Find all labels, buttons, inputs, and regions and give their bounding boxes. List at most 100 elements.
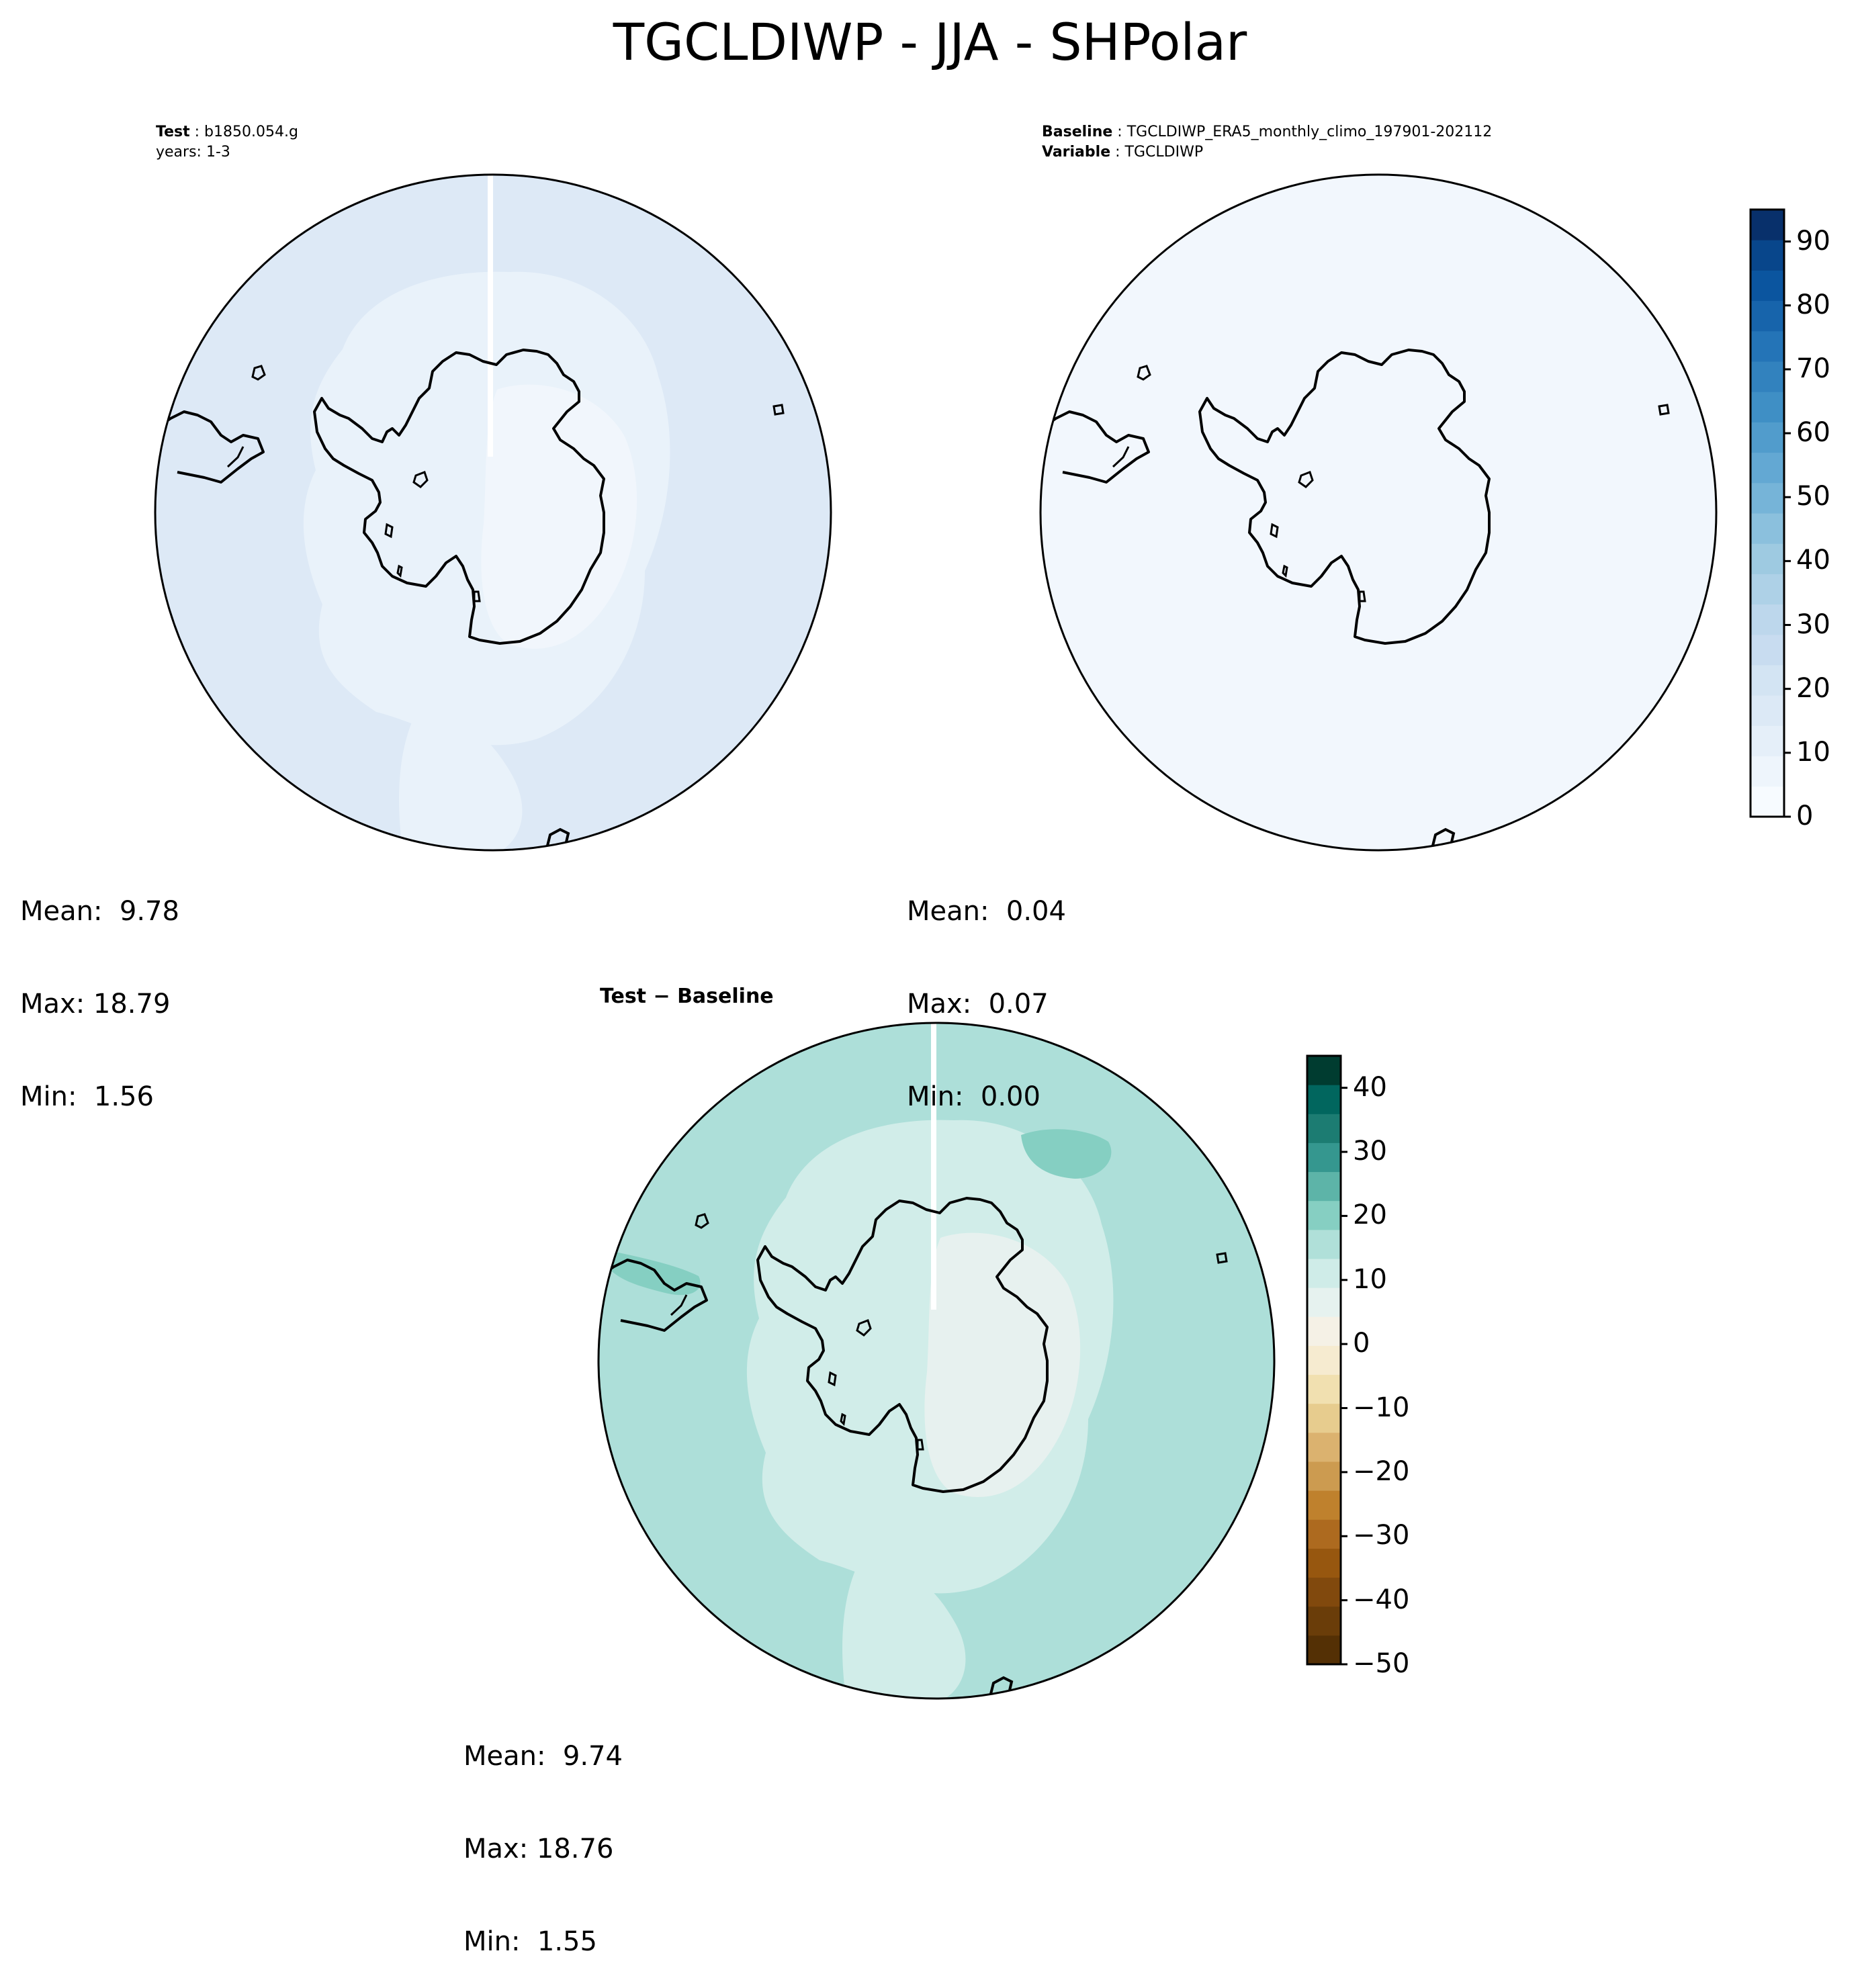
test-case-name: b1850.054.g: [204, 124, 298, 140]
colorbar-tick-label: −30: [1353, 1520, 1410, 1551]
test-panel-header: Test : b1850.054.g years: 1-3: [156, 122, 298, 163]
colorbar-tick-label: −40: [1353, 1584, 1410, 1615]
difference-min: Min: 1.55: [463, 1926, 597, 1957]
difference-map-field: [599, 1023, 1274, 1699]
colorbar-segment: [1307, 1635, 1341, 1665]
variable-name: TGCLDIWP: [1124, 144, 1204, 161]
colorbar-segment: [1307, 1142, 1341, 1173]
test-years: years: 1-3: [156, 144, 230, 161]
baseline-case-name: TGCLDIWP_ERA5_monthly_climo_197901-20211…: [1126, 124, 1493, 140]
colorbar-segment: [1307, 1519, 1341, 1549]
colorbar-tick-label: 0: [1796, 801, 1814, 831]
colorbar-segment: [1751, 786, 1784, 817]
test-interior-fill: [481, 384, 637, 649]
colorbar-segment: [1751, 513, 1784, 544]
difference-interior-fill: [924, 1232, 1081, 1497]
baseline-stats: Mean: 0.04 Max: 0.07 Min: 0.00: [907, 834, 1066, 1143]
test-mean: Mean: 9.78: [20, 896, 179, 927]
colorbar-tick-label: 30: [1353, 1136, 1387, 1167]
colorbar-tick-label: 20: [1353, 1200, 1387, 1231]
difference-title-baseline: Baseline: [677, 985, 774, 1008]
colorbar-segment: [1751, 543, 1784, 574]
difference-stats: Mean: 9.74 Max: 18.76 Min: 1.55: [463, 1679, 623, 1988]
colorbar-segment: [1307, 1490, 1341, 1520]
baseline-panel-header: Baseline : TGCLDIWP_ERA5_monthly_climo_1…: [1042, 124, 1493, 161]
colorbar-segment: [1307, 1287, 1341, 1317]
colorbar-segment: [1751, 210, 1784, 240]
colorbar-segment: [1751, 300, 1784, 332]
difference-title-minus: −: [646, 985, 678, 1008]
test-map-boundary: [154, 173, 832, 852]
colorbar-tick-label: 90: [1796, 225, 1830, 257]
colorbar-tick-label: 20: [1796, 672, 1830, 704]
baseline-max: Max: 0.07: [907, 989, 1049, 1020]
colorbar-segment: [1307, 1056, 1341, 1085]
colorbar-segment: [1751, 665, 1784, 696]
colorbar-segment: [1307, 1114, 1341, 1143]
colorbar-tick-label: −20: [1353, 1455, 1410, 1487]
colorbar-segment: [1751, 330, 1784, 362]
colorbar-segment: [1751, 422, 1784, 453]
colorbar-segment: [1307, 1577, 1341, 1607]
colorbar-segment: [1307, 1606, 1341, 1636]
colorbar-segment: [1307, 1259, 1341, 1288]
colorbar-segment: [1307, 1200, 1341, 1230]
baseline-map-boundary: [1039, 173, 1718, 852]
figure-title: TGCLDIWP - JJA - SHPolar: [613, 12, 1247, 72]
difference-high-patch: [1021, 1129, 1112, 1179]
colorbar-segment: [1307, 1548, 1341, 1578]
test-max: Max: 18.79: [20, 989, 171, 1020]
colorbar-segment: [1751, 756, 1784, 787]
colorbar-segment: [1751, 574, 1784, 605]
bottom-colorbar: [1306, 1054, 1347, 1666]
colorbar-segment: [1307, 1085, 1341, 1114]
baseline-min: Min: 0.00: [907, 1081, 1040, 1112]
colorbar-segment: [1307, 1374, 1341, 1404]
colorbar-segment: [1307, 1316, 1341, 1346]
colorbar-tick-label: 40: [1796, 545, 1830, 576]
colorbar-tick-label: −10: [1353, 1392, 1410, 1423]
colorbar-tick-label: 10: [1796, 736, 1830, 768]
colorbar-tick-label: 80: [1796, 289, 1830, 320]
baseline-map-field: [1040, 175, 1716, 850]
difference-max: Max: 18.76: [463, 1834, 614, 1864]
difference-mean: Mean: 9.74: [463, 1741, 623, 1772]
colorbar-segment: [1307, 1461, 1341, 1491]
colorbar-segment: [1751, 392, 1784, 422]
colorbar-segment: [1751, 361, 1784, 392]
colorbar-segment: [1751, 452, 1784, 484]
test-map-field: [155, 175, 831, 850]
colorbar-tick-label: −50: [1353, 1648, 1410, 1679]
colorbar-tick-label: 40: [1353, 1071, 1387, 1103]
colorbar-tick-label: 60: [1796, 417, 1830, 449]
test-map: [154, 173, 1791, 1700]
colorbar-segment: [1307, 1229, 1341, 1259]
baseline-header-label: Baseline: [1042, 124, 1113, 140]
colorbar-segment: [1307, 1345, 1341, 1375]
colorbar-segment: [1751, 634, 1784, 666]
colorbar-segment: [1751, 695, 1784, 726]
difference-title-test: Test: [600, 985, 647, 1008]
baseline-mean: Mean: 0.04: [907, 896, 1066, 927]
top-colorbar: [1749, 208, 1791, 818]
colorbar-segment: [1751, 482, 1784, 514]
difference-map-boundary: [597, 1022, 1276, 1700]
test-header-label: Test: [156, 124, 190, 140]
colorbar-segment: [1307, 1403, 1341, 1433]
colorbar-tick-label: 10: [1353, 1263, 1387, 1295]
colorbar-tick-label: 30: [1796, 608, 1830, 640]
colorbar-segment: [1751, 240, 1784, 271]
colorbar-segment: [1751, 604, 1784, 635]
colorbar-frame: [1749, 208, 1785, 818]
test-stats: Mean: 9.78 Max: 18.79 Min: 1.56: [20, 834, 179, 1143]
baseline-fill: [1040, 175, 1716, 850]
colorbar-tick-label: 70: [1796, 353, 1830, 384]
test-min: Min: 1.56: [20, 1081, 154, 1112]
colorbar-segment: [1307, 1171, 1341, 1202]
colorbar-segment: [1751, 725, 1784, 757]
colorbar-frame: [1306, 1054, 1342, 1666]
colorbar-segment: [1307, 1432, 1341, 1462]
colorbar-tick-label: 0: [1353, 1328, 1370, 1359]
difference-panel-title: Test − Baseline: [600, 985, 774, 1008]
colorbar-segment: [1751, 270, 1784, 302]
